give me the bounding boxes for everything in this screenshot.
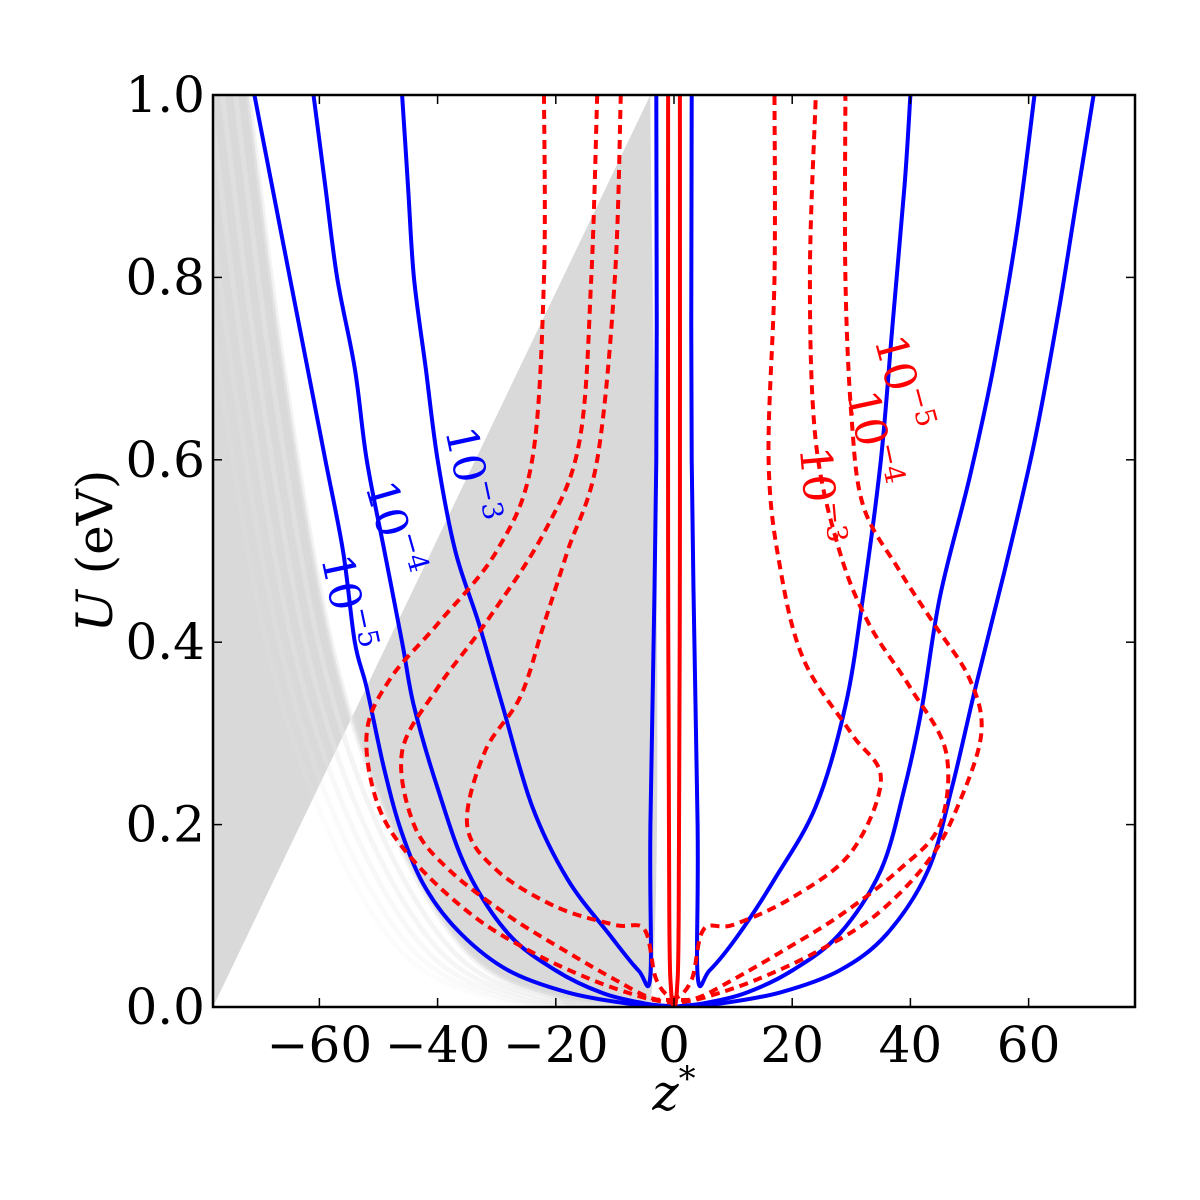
y-tick-label: 0.6 (125, 431, 205, 489)
contour-line-1 (252, 95, 1096, 1007)
x-tick-label: −20 (503, 1016, 609, 1074)
x-tick-label: 60 (997, 1016, 1061, 1074)
x-tick-label: 40 (879, 1016, 943, 1074)
x-tick-label: 0 (658, 1016, 690, 1074)
x-tick-label: −40 (385, 1016, 491, 1074)
shaded-region (213, 95, 658, 1007)
y-tick-label: 0.4 (125, 613, 205, 671)
contour-label-6: 10−3 (789, 444, 854, 546)
contour-label-1: 10−5 (310, 549, 386, 656)
y-tick-label: 1.0 (125, 66, 205, 124)
contour-line-3 (400, 95, 659, 989)
contour-lines (252, 95, 1096, 1007)
contour-line-6 (364, 95, 984, 1005)
contour-label-2: 10−4 (355, 473, 437, 582)
y-tick-label: 0.2 (125, 796, 205, 854)
y-axis-label: U (eV) (66, 470, 124, 633)
y-tick-label: 0.0 (125, 978, 205, 1036)
x-tick-label: 20 (760, 1016, 824, 1074)
shaded-area (213, 95, 658, 1007)
contour-line-4 (689, 95, 913, 989)
y-tick-label: 0.8 (125, 248, 205, 306)
contour-label-5: 10−4 (836, 384, 912, 491)
axis-ticks: −60 −40 −20 0 20 40 60 0.0 0.2 0.4 0.6 0.8 1.0 (125, 66, 1135, 1074)
x-axis-label: z* (651, 1059, 695, 1122)
contour-line-8 (464, 95, 883, 1000)
x-tick-label: −60 (267, 1016, 373, 1074)
contour-line-5 (666, 95, 682, 1007)
